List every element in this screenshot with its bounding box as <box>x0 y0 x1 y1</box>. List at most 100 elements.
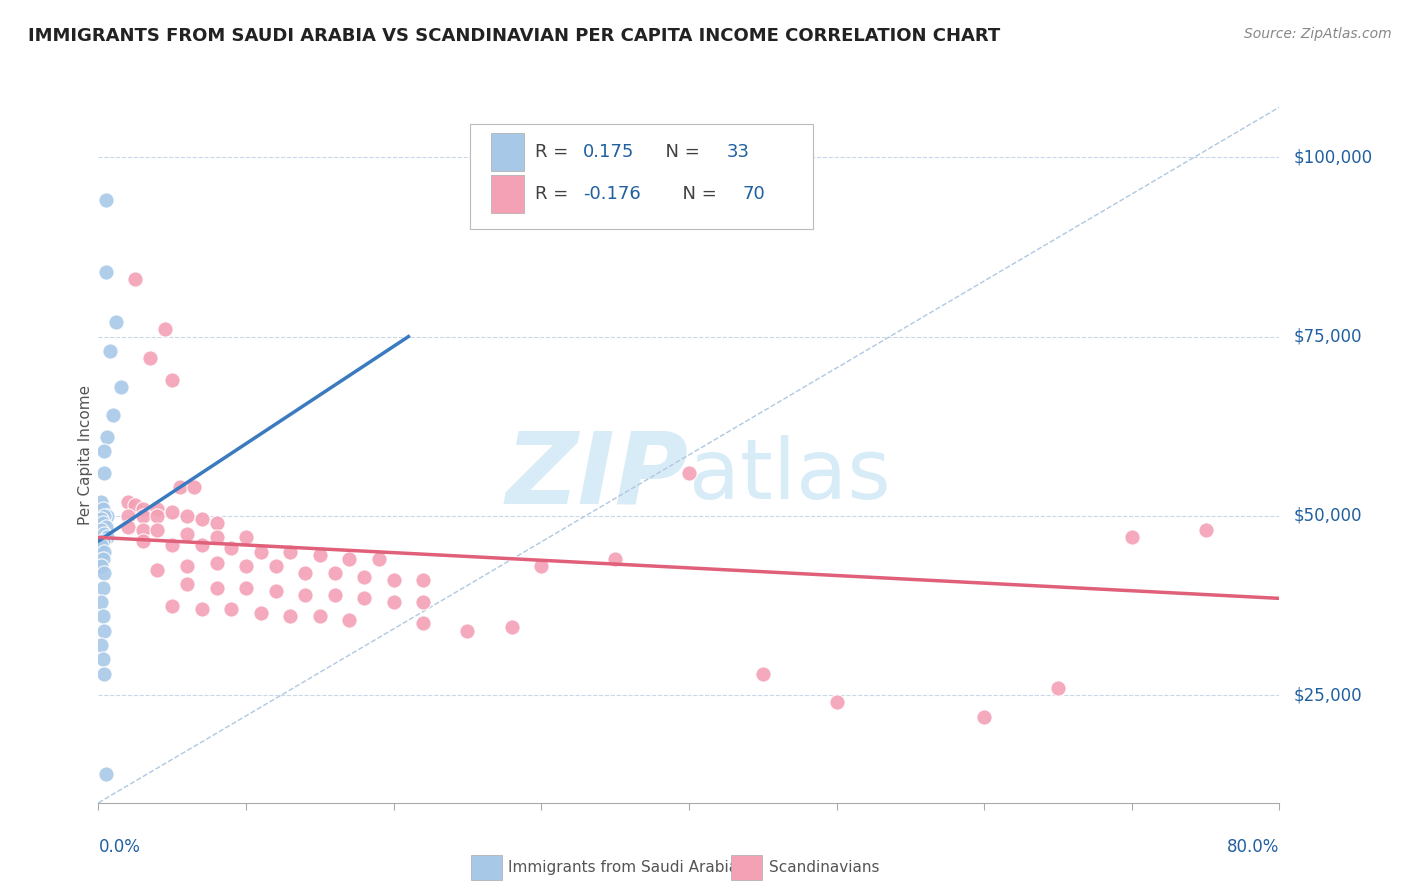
Text: 0.0%: 0.0% <box>98 838 141 856</box>
Point <box>91 609 114 624</box>
Point <box>94 767 117 781</box>
Point <box>205 581 228 595</box>
Point <box>382 574 405 588</box>
Point <box>117 519 139 533</box>
Point <box>1195 523 1218 537</box>
Text: $75,000: $75,000 <box>1294 327 1362 345</box>
Point <box>91 533 114 548</box>
Point <box>169 480 191 494</box>
Point <box>93 566 115 581</box>
Point <box>219 602 242 616</box>
Point <box>337 552 360 566</box>
Point <box>264 559 287 574</box>
Point <box>264 584 287 599</box>
Text: ZIP: ZIP <box>506 427 689 524</box>
Point <box>973 710 995 724</box>
Point <box>205 516 228 530</box>
Text: Source: ZipAtlas.com: Source: ZipAtlas.com <box>1244 27 1392 41</box>
Point <box>117 494 139 508</box>
Point <box>323 566 346 581</box>
Point <box>353 591 375 606</box>
Point <box>110 380 132 394</box>
Point <box>93 526 115 541</box>
Point <box>146 563 169 577</box>
Point <box>153 322 176 336</box>
Point <box>124 272 146 286</box>
Point <box>176 559 198 574</box>
Text: Scandinavians: Scandinavians <box>769 861 880 875</box>
Point <box>124 498 146 512</box>
Point <box>162 599 183 613</box>
Point <box>678 466 700 480</box>
Point <box>91 552 114 566</box>
Text: $25,000: $25,000 <box>1294 686 1362 704</box>
Point <box>93 545 115 559</box>
Point <box>93 444 115 458</box>
Text: $50,000: $50,000 <box>1294 507 1362 524</box>
Point <box>93 466 115 480</box>
Text: 0.175: 0.175 <box>582 144 634 161</box>
Point <box>91 652 114 666</box>
Point <box>191 538 214 552</box>
Point <box>205 530 228 544</box>
Point <box>456 624 478 638</box>
Point <box>235 581 257 595</box>
Y-axis label: Per Capita Income: Per Capita Income <box>77 384 93 525</box>
Text: 70: 70 <box>742 185 765 203</box>
Point <box>278 545 302 559</box>
Point <box>751 666 773 681</box>
Point <box>323 588 346 602</box>
Point <box>219 541 242 556</box>
Point <box>162 373 183 387</box>
Point <box>90 559 112 574</box>
Point <box>309 609 332 624</box>
Point <box>146 508 169 523</box>
Point <box>235 559 257 574</box>
Text: 33: 33 <box>727 144 749 161</box>
Point <box>191 602 214 616</box>
Point <box>309 549 332 563</box>
Point <box>176 508 198 523</box>
Point <box>183 480 205 494</box>
Point <box>98 343 121 358</box>
FancyBboxPatch shape <box>491 133 523 171</box>
Point <box>353 570 375 584</box>
Point <box>91 581 114 595</box>
Point <box>250 545 273 559</box>
Point <box>501 620 523 634</box>
Point <box>412 595 434 609</box>
Point <box>94 519 117 533</box>
Point <box>96 508 118 523</box>
Text: atlas: atlas <box>689 435 890 516</box>
Point <box>90 595 112 609</box>
Point <box>94 265 117 279</box>
Point <box>132 533 155 548</box>
Point <box>176 526 198 541</box>
Text: N =: N = <box>654 144 704 161</box>
Point <box>412 574 434 588</box>
Point <box>605 552 627 566</box>
Point <box>96 530 118 544</box>
Point <box>132 523 155 537</box>
Point <box>93 508 115 523</box>
Text: -0.176: -0.176 <box>582 185 640 203</box>
Point <box>90 638 112 652</box>
Point <box>139 351 162 365</box>
Point <box>337 613 360 627</box>
Point <box>90 494 112 508</box>
Text: $100,000: $100,000 <box>1294 148 1372 166</box>
FancyBboxPatch shape <box>491 175 523 213</box>
Point <box>382 595 405 609</box>
Point <box>93 624 115 638</box>
Point <box>91 501 114 516</box>
Point <box>250 606 273 620</box>
Point <box>103 409 125 423</box>
Point <box>90 512 112 526</box>
Point <box>90 523 112 537</box>
Point <box>176 577 198 591</box>
Point <box>205 556 228 570</box>
Text: N =: N = <box>671 185 723 203</box>
Point <box>235 530 257 544</box>
Text: IMMIGRANTS FROM SAUDI ARABIA VS SCANDINAVIAN PER CAPITA INCOME CORRELATION CHART: IMMIGRANTS FROM SAUDI ARABIA VS SCANDINA… <box>28 27 1001 45</box>
Point <box>96 430 118 444</box>
